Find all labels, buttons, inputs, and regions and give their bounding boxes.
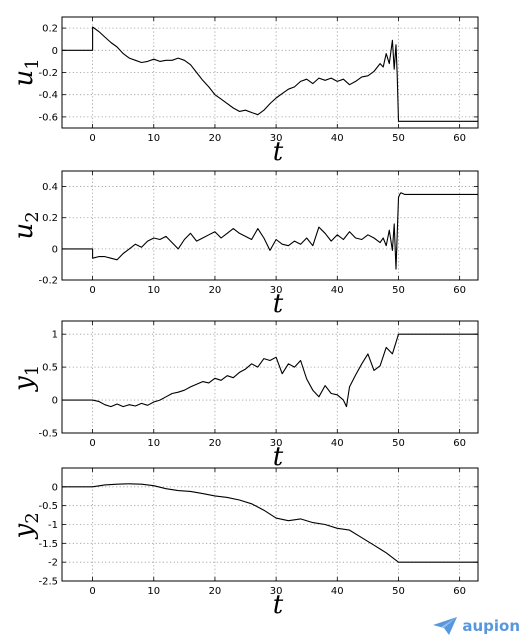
x-tick-label: 10 bbox=[147, 285, 160, 296]
x-tick-label: 30 bbox=[270, 586, 283, 597]
x-axis-label: t bbox=[273, 442, 284, 472]
watermark: aupion bbox=[432, 616, 520, 636]
x-axis-label: t bbox=[273, 289, 284, 319]
y-tick-label: 1 bbox=[52, 330, 58, 341]
paper-plane-logo-icon bbox=[433, 617, 458, 635]
x-tick-label: 0 bbox=[89, 586, 95, 597]
y-tick-label: -0.2 bbox=[38, 276, 58, 287]
x-tick-label: 20 bbox=[209, 438, 222, 449]
x-tick-label: 60 bbox=[453, 438, 466, 449]
x-axis-label: t bbox=[273, 137, 284, 167]
y-tick-label: 0.2 bbox=[42, 24, 58, 35]
x-tick-label: 30 bbox=[270, 285, 283, 296]
y-tick-label: -0.4 bbox=[38, 90, 58, 101]
x-tick-label: 20 bbox=[209, 133, 222, 144]
y-axis-label: u2 bbox=[9, 211, 43, 239]
x-tick-label: 40 bbox=[331, 285, 344, 296]
y-tick-label: 0 bbox=[52, 46, 58, 57]
y-tick-label: 0 bbox=[52, 396, 58, 407]
y-tick-label: -2 bbox=[48, 558, 58, 569]
y-tick-label: -1.5 bbox=[38, 539, 58, 550]
x-tick-label: 0 bbox=[89, 438, 95, 449]
plot-frame bbox=[61, 170, 479, 281]
watermark-text: aupion bbox=[462, 617, 520, 635]
y-tick-label: 0 bbox=[52, 244, 58, 255]
series-line-2 bbox=[62, 192, 478, 270]
x-tick-label: 20 bbox=[209, 285, 222, 296]
y-tick-label: -1 bbox=[48, 520, 58, 531]
x-tick-label: 10 bbox=[147, 438, 160, 449]
x-tick-label: 10 bbox=[147, 586, 160, 597]
x-tick-label: 50 bbox=[392, 285, 405, 296]
x-tick-label: 50 bbox=[392, 586, 405, 597]
y-tick-label: -2.5 bbox=[38, 577, 58, 588]
x-tick-label: 40 bbox=[331, 438, 344, 449]
x-tick-label: 20 bbox=[209, 586, 222, 597]
x-tick-label: 60 bbox=[453, 285, 466, 296]
y-axis-label: y2 bbox=[9, 512, 43, 539]
x-tick-label: 40 bbox=[331, 586, 344, 597]
x-tick-label: 60 bbox=[453, 133, 466, 144]
y-tick-label: 0 bbox=[52, 482, 58, 493]
x-tick-label: 50 bbox=[392, 438, 405, 449]
y-tick-label: -0.2 bbox=[38, 68, 58, 79]
y-tick-label: 0.2 bbox=[42, 213, 58, 224]
x-tick-label: 30 bbox=[270, 438, 283, 449]
series-line-1 bbox=[62, 26, 478, 122]
y-tick-label: -0.5 bbox=[38, 429, 58, 440]
y-axis-label: u1 bbox=[9, 58, 43, 86]
x-tick-label: 40 bbox=[331, 133, 344, 144]
y-tick-label: -0.6 bbox=[38, 112, 58, 123]
y-tick-label: 0.4 bbox=[42, 182, 58, 193]
y-axis-label: y1 bbox=[9, 365, 43, 392]
series-line-4 bbox=[62, 483, 478, 563]
x-tick-label: 60 bbox=[453, 586, 466, 597]
x-tick-label: 0 bbox=[89, 285, 95, 296]
plot-frame bbox=[61, 320, 479, 434]
x-tick-label: 0 bbox=[89, 133, 95, 144]
x-tick-label: 10 bbox=[147, 133, 160, 144]
y-tick-label: 0.5 bbox=[42, 363, 58, 374]
y-tick-label: -0.5 bbox=[38, 501, 58, 512]
series-line-3 bbox=[62, 333, 478, 408]
x-axis-label: t bbox=[273, 590, 284, 620]
x-tick-label: 30 bbox=[270, 133, 283, 144]
x-tick-label: 50 bbox=[392, 133, 405, 144]
